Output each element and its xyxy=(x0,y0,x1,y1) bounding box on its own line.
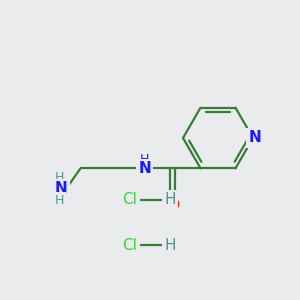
Text: N: N xyxy=(138,161,151,176)
Text: N: N xyxy=(55,181,68,196)
Text: Cl: Cl xyxy=(123,238,137,253)
Text: N: N xyxy=(249,130,261,146)
Text: H: H xyxy=(164,193,176,208)
Text: H: H xyxy=(140,153,149,166)
Text: Cl: Cl xyxy=(123,193,137,208)
Text: H: H xyxy=(55,194,64,207)
Text: O: O xyxy=(166,198,179,213)
Text: H: H xyxy=(55,171,64,184)
Text: H: H xyxy=(164,238,176,253)
